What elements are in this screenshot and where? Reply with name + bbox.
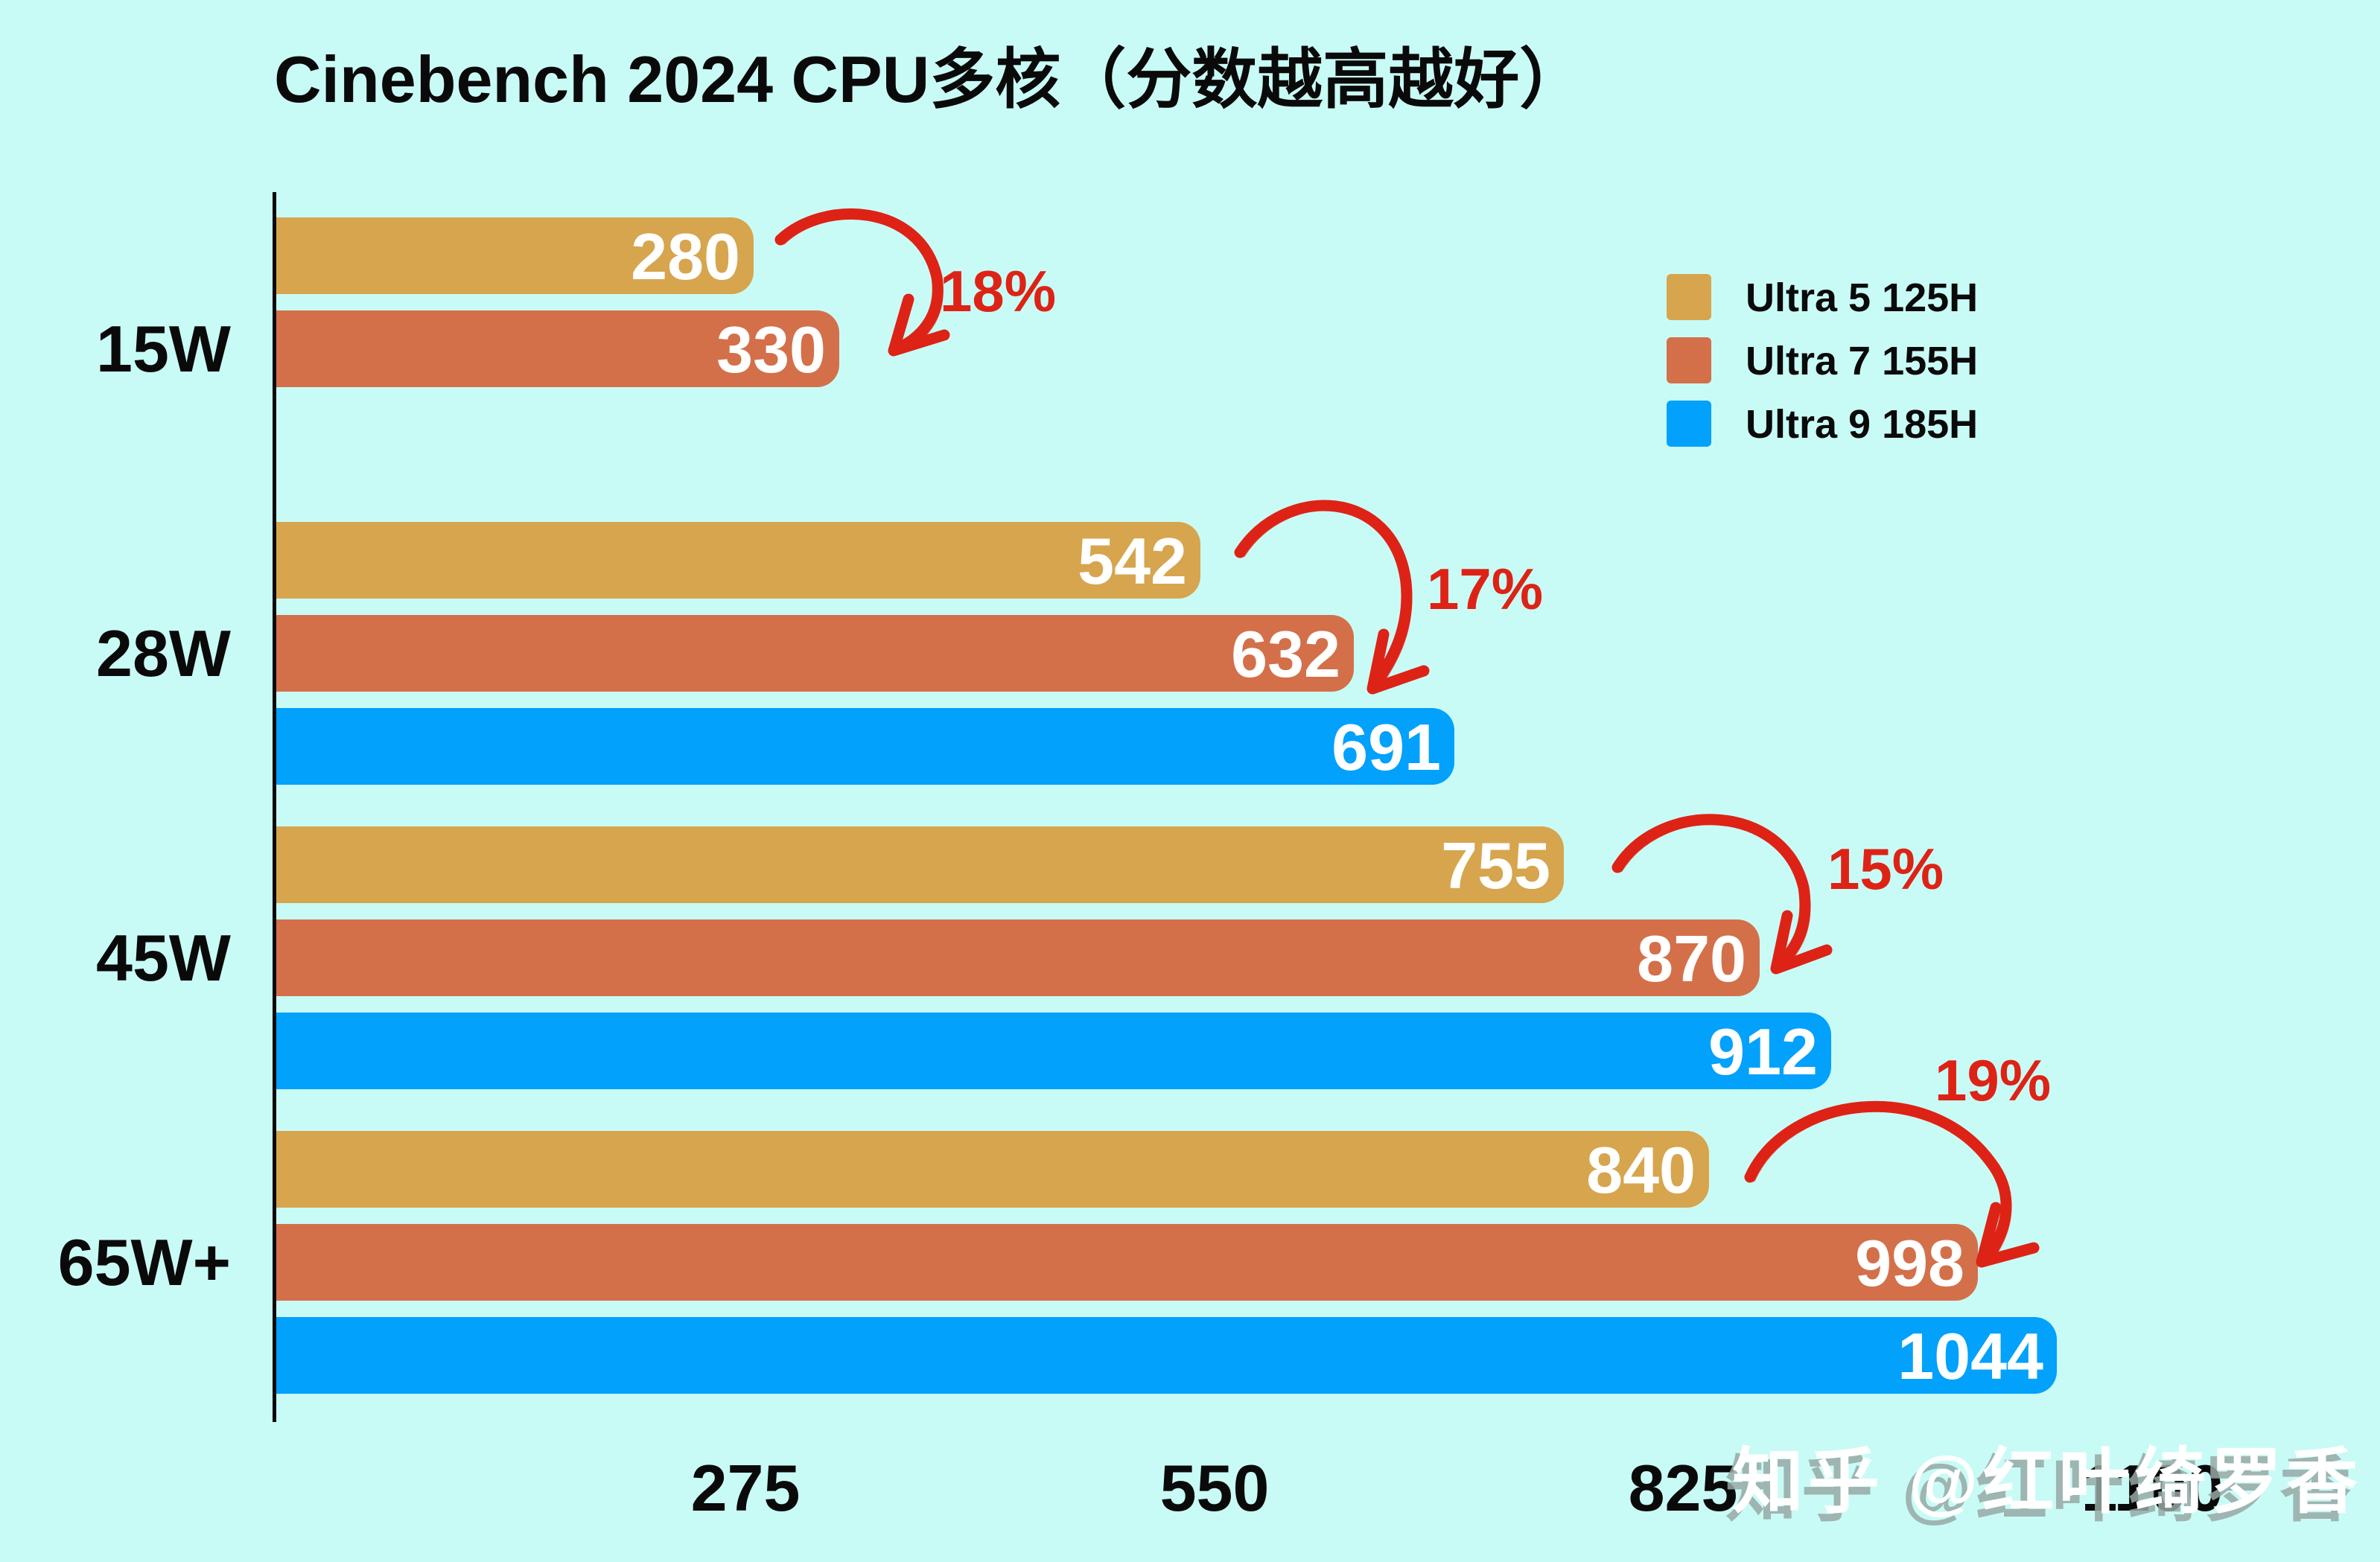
bar-45W-ultra-7-155h: 870 xyxy=(276,919,1760,996)
bar-28W-ultra-5-125h: 542 xyxy=(276,522,1200,599)
y-axis-line xyxy=(273,192,276,1422)
bar-65W+-ultra-7-155h: 998 xyxy=(276,1224,1978,1301)
bar-45W-ultra-5-125h: 755 xyxy=(276,826,1564,903)
bar-value-label: 840 xyxy=(1586,1133,1696,1207)
percent-annotation-45w: 15% xyxy=(1827,836,1944,902)
category-label-65w+: 65W+ xyxy=(57,1225,231,1299)
bar-value-label: 998 xyxy=(1855,1226,1964,1300)
percent-annotation-65w+: 19% xyxy=(1935,1048,2052,1113)
bar-65W+-ultra-5-125h: 840 xyxy=(276,1131,1709,1208)
legend-label: Ultra 7 155H xyxy=(1746,339,1979,383)
bar-value-label: 1044 xyxy=(1897,1319,2043,1393)
x-tick-275: 275 xyxy=(690,1451,801,1525)
legend-swatch-icon xyxy=(1667,401,1711,447)
category-label-28w: 28W xyxy=(96,616,231,690)
category-label-45w: 45W xyxy=(96,921,231,995)
category-label-15w: 15W xyxy=(96,312,231,386)
legend-swatch-icon xyxy=(1667,337,1711,383)
bar-15W-ultra-5-125h: 280 xyxy=(276,217,754,294)
x-tick-550: 550 xyxy=(1159,1451,1270,1525)
legend-swatch-icon xyxy=(1667,274,1711,320)
bar-28W-ultra-7-155h: 632 xyxy=(276,615,1354,692)
x-tick-825: 825 xyxy=(1628,1451,1738,1525)
legend-label: Ultra 9 185H xyxy=(1746,402,1979,447)
percent-annotation-28w: 17% xyxy=(1427,556,1544,622)
bar-value-label: 755 xyxy=(1441,829,1550,902)
legend-label: Ultra 5 125H xyxy=(1746,275,1979,320)
bar-value-label: 330 xyxy=(716,313,826,386)
bar-value-label: 691 xyxy=(1331,710,1441,784)
chart-title: Cinebench 2024 CPU多核（分数越高越好） xyxy=(274,42,1585,116)
bar-value-label: 912 xyxy=(1708,1015,1818,1088)
bar-value-label: 870 xyxy=(1637,922,1746,995)
x-tick-1100: 1100 xyxy=(2081,1451,2224,1525)
bar-15W-ultra-7-155h: 330 xyxy=(276,310,839,387)
watermark: 知乎 @红叶绮罗香 xyxy=(1732,1442,2363,1522)
bar-value-label: 632 xyxy=(1231,617,1340,691)
bar-28W-ultra-9-185h: 691 xyxy=(276,708,1454,785)
bar-65W+-ultra-9-185h: 1044 xyxy=(276,1317,2057,1394)
bar-value-label: 542 xyxy=(1078,524,1187,598)
bar-value-label: 280 xyxy=(631,220,740,293)
percent-annotation-15w: 18% xyxy=(940,258,1057,324)
bar-45W-ultra-9-185h: 912 xyxy=(276,1013,1831,1089)
